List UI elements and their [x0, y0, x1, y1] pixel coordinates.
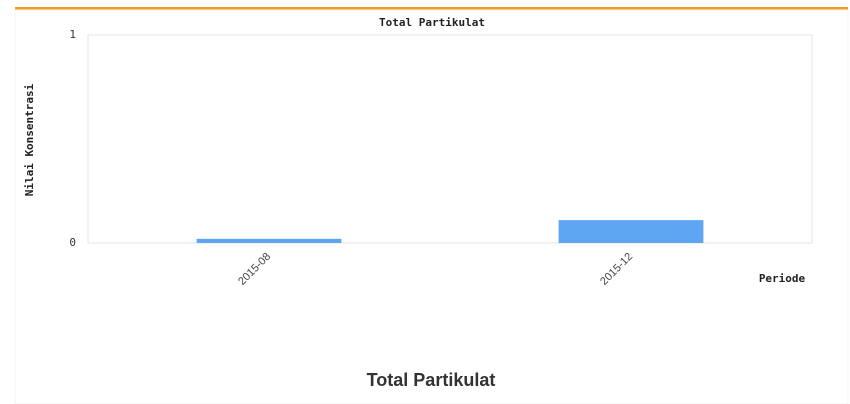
bar [558, 220, 704, 243]
chart-caption: Total Partikulat [367, 370, 496, 390]
x-axis-label: Periode [759, 272, 806, 285]
card-top-border [15, 7, 848, 10]
card-frame [14, 9, 849, 404]
chart-title: Total Partikulat [379, 16, 485, 29]
y-tick-label: 1 [69, 28, 76, 41]
y-tick-label: 0 [69, 236, 76, 249]
bar [196, 238, 342, 243]
y-axis-label: Nilai Konsentrasi [23, 83, 36, 196]
